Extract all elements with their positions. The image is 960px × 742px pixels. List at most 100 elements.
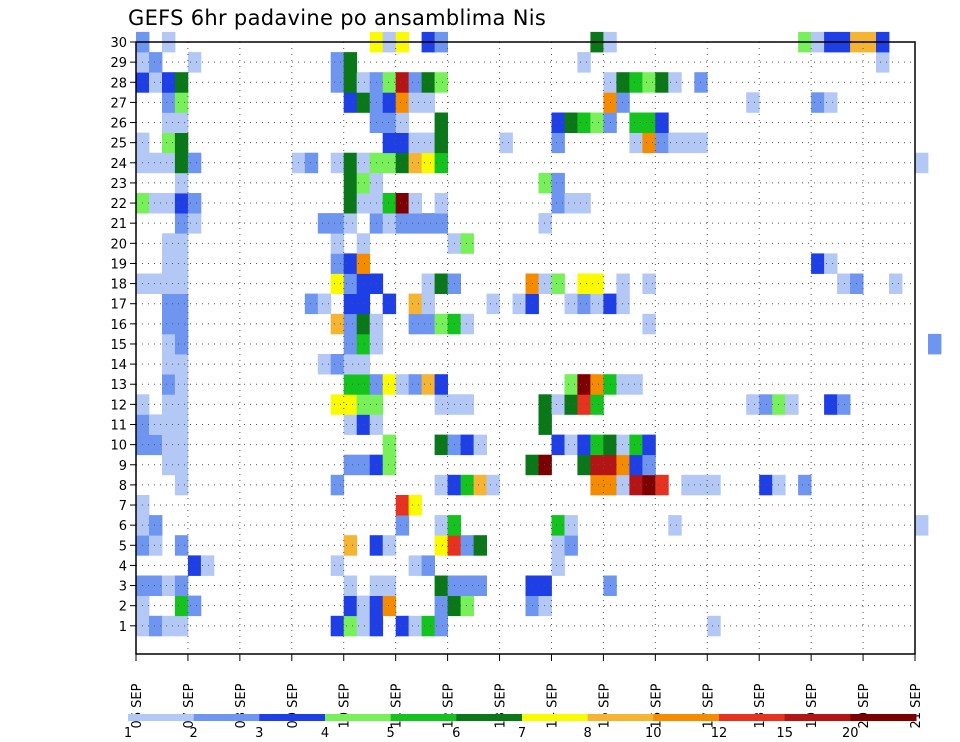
heatmap-cell <box>538 575 552 596</box>
x-tick-label: 15 SEP <box>597 683 612 728</box>
y-tick-label: 23 <box>110 177 127 192</box>
heatmap-cell <box>174 172 189 194</box>
heatmap-cell <box>616 92 630 113</box>
x-tick-label: 07 SEP <box>182 683 197 728</box>
heatmap-cell <box>421 72 435 93</box>
heatmap-cell <box>564 293 578 315</box>
heatmap-cell <box>473 434 487 456</box>
heatmap-cell <box>434 132 448 154</box>
heatmap-cell <box>330 394 345 415</box>
heatmap-cell <box>408 495 422 516</box>
x-tick-label: 06 SEP <box>130 683 145 728</box>
y-tick-label: 29 <box>110 56 127 71</box>
heatmap-cell <box>876 52 890 73</box>
colorbar-swatch <box>128 714 195 721</box>
heatmap-cell <box>174 374 189 395</box>
heatmap-cell <box>330 253 345 274</box>
heatmap-cell <box>577 293 591 315</box>
heatmap-cell <box>343 414 358 435</box>
x-tick-label: 12 SEP <box>442 683 457 728</box>
heatmap-cell <box>356 193 371 214</box>
colorbar-label: 6 <box>452 726 460 741</box>
colorbar-swatch <box>259 714 326 721</box>
heatmap-cell <box>616 273 630 294</box>
heatmap-cell <box>382 575 397 596</box>
heatmap-cell <box>174 575 189 596</box>
heatmap-cell <box>382 112 397 133</box>
colorbar-swatch <box>784 714 851 721</box>
heatmap-cell <box>382 434 397 456</box>
heatmap-cell <box>174 293 189 315</box>
heatmap-cell <box>785 394 799 415</box>
heatmap-cell <box>590 273 604 294</box>
heatmap-cell <box>356 414 371 435</box>
heatmap-cell <box>174 333 189 355</box>
heatmap-cell <box>356 454 371 476</box>
heatmap-cell <box>473 535 487 556</box>
heatmap-cell <box>551 535 565 556</box>
heatmap-cell <box>330 615 345 637</box>
heatmap-cell <box>668 72 682 93</box>
heatmap-cell <box>421 615 435 637</box>
heatmap-cell <box>330 233 345 254</box>
y-tick-label: 22 <box>110 197 127 212</box>
heatmap-cell <box>356 615 371 637</box>
colorbar-swatch <box>653 714 720 721</box>
heatmap-cell <box>473 575 487 596</box>
heatmap-cell <box>551 434 565 456</box>
colorbar-label: 7 <box>518 726 526 741</box>
colorbar-swatch <box>587 714 654 721</box>
colorbar-label: 20 <box>842 726 859 741</box>
heatmap-cell <box>395 72 410 93</box>
heatmap-cell <box>629 72 643 93</box>
heatmap-cell <box>343 273 358 294</box>
heatmap-cell <box>187 213 202 234</box>
heatmap-cell <box>174 112 189 133</box>
y-tick-label: 11 <box>110 419 127 434</box>
heatmap-cell <box>343 213 358 234</box>
heatmap-cell <box>915 515 929 536</box>
heatmap-cell <box>162 152 176 174</box>
heatmap-cell <box>434 615 448 637</box>
heatmap-cell <box>551 132 565 154</box>
heatmap-cell <box>330 72 345 93</box>
heatmap-cell <box>551 555 565 576</box>
heatmap-cell <box>577 193 591 214</box>
heatmap-cell <box>187 595 202 617</box>
heatmap-cell <box>629 374 643 395</box>
colorbar-label: 5 <box>387 726 395 741</box>
heatmap-cell <box>187 52 202 73</box>
heatmap-cell <box>174 474 189 496</box>
heatmap-cell <box>356 172 371 194</box>
heatmap-cell <box>174 313 189 335</box>
colorbar-swatch <box>193 714 260 721</box>
y-tick-label: 25 <box>110 137 127 152</box>
heatmap-cell <box>707 615 721 637</box>
heatmap-cell <box>837 273 851 294</box>
heatmap-cell <box>162 233 176 254</box>
heatmap-cell <box>616 374 630 395</box>
x-tick-label: 19 SEP <box>805 683 820 728</box>
heatmap-cell <box>187 555 202 576</box>
heatmap-cell <box>629 112 643 133</box>
heatmap-cell <box>590 112 604 133</box>
heatmap-cell <box>551 172 565 194</box>
heatmap-cell <box>174 152 189 174</box>
heatmap-cell <box>577 434 591 456</box>
heatmap-cell <box>577 52 591 73</box>
heatmap-cell <box>408 615 422 637</box>
heatmap-cell <box>162 575 176 596</box>
heatmap-cell <box>421 213 435 234</box>
x-tick-label: 17 SEP <box>701 683 716 728</box>
heatmap-cell <box>486 293 500 315</box>
heatmap-cell <box>187 193 202 214</box>
y-tick-label: 17 <box>110 298 127 313</box>
y-tick-label: 14 <box>110 358 127 373</box>
heatmap-cell <box>746 92 760 113</box>
cell-layer <box>136 31 942 637</box>
heatmap-cell <box>395 495 410 516</box>
heatmap-cell <box>434 152 448 174</box>
heatmap-cell <box>174 434 189 456</box>
heatmap-cell <box>824 253 838 274</box>
heatmap-cell <box>538 213 552 234</box>
